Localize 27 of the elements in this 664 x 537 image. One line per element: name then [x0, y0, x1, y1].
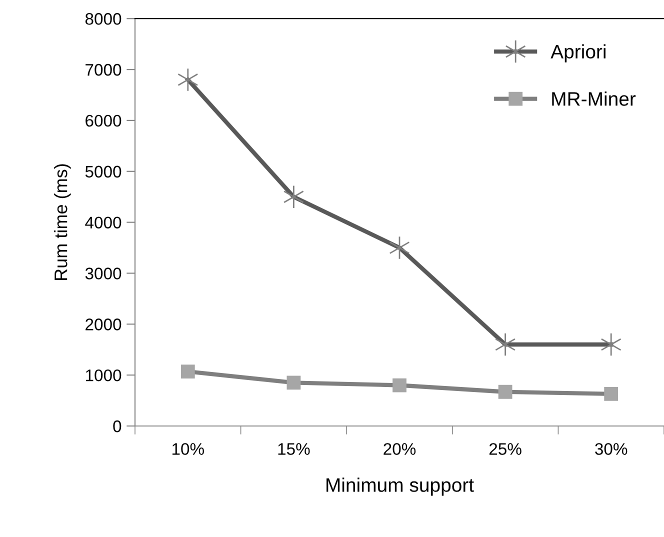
x-tick-label: 10%	[172, 443, 204, 455]
x-tick-label: 15%	[278, 443, 310, 455]
x-tick-label: 25%	[489, 443, 522, 455]
point	[392, 378, 406, 392]
point	[286, 376, 301, 390]
y-tick-label: 8000	[85, 13, 122, 25]
y-tick-label: 5000	[85, 166, 122, 178]
point	[178, 68, 198, 92]
point	[494, 332, 516, 356]
y-tick-label: 0	[113, 420, 122, 432]
point	[600, 332, 622, 356]
y-tick-label: 4000	[85, 216, 122, 229]
y-tick-label: 1000	[86, 369, 122, 382]
point	[180, 364, 195, 378]
y-tick-label: 2000	[86, 318, 122, 330]
point	[283, 185, 304, 209]
legend-label: Apriori	[550, 44, 606, 62]
y-tick-label: 6000	[86, 114, 122, 127]
x-tick-label: 20%	[384, 443, 416, 455]
y-tick-label: 3000	[85, 268, 122, 280]
x-tick-label: 30%	[595, 443, 628, 455]
x-axis-title: Minimum support	[326, 478, 474, 496]
point	[604, 386, 618, 401]
point	[498, 384, 512, 399]
legend-label: MR-Miner	[552, 92, 636, 106]
y-tick-label: 7000	[86, 64, 122, 76]
y-axis-title: Rum time (ms)	[54, 164, 71, 280]
